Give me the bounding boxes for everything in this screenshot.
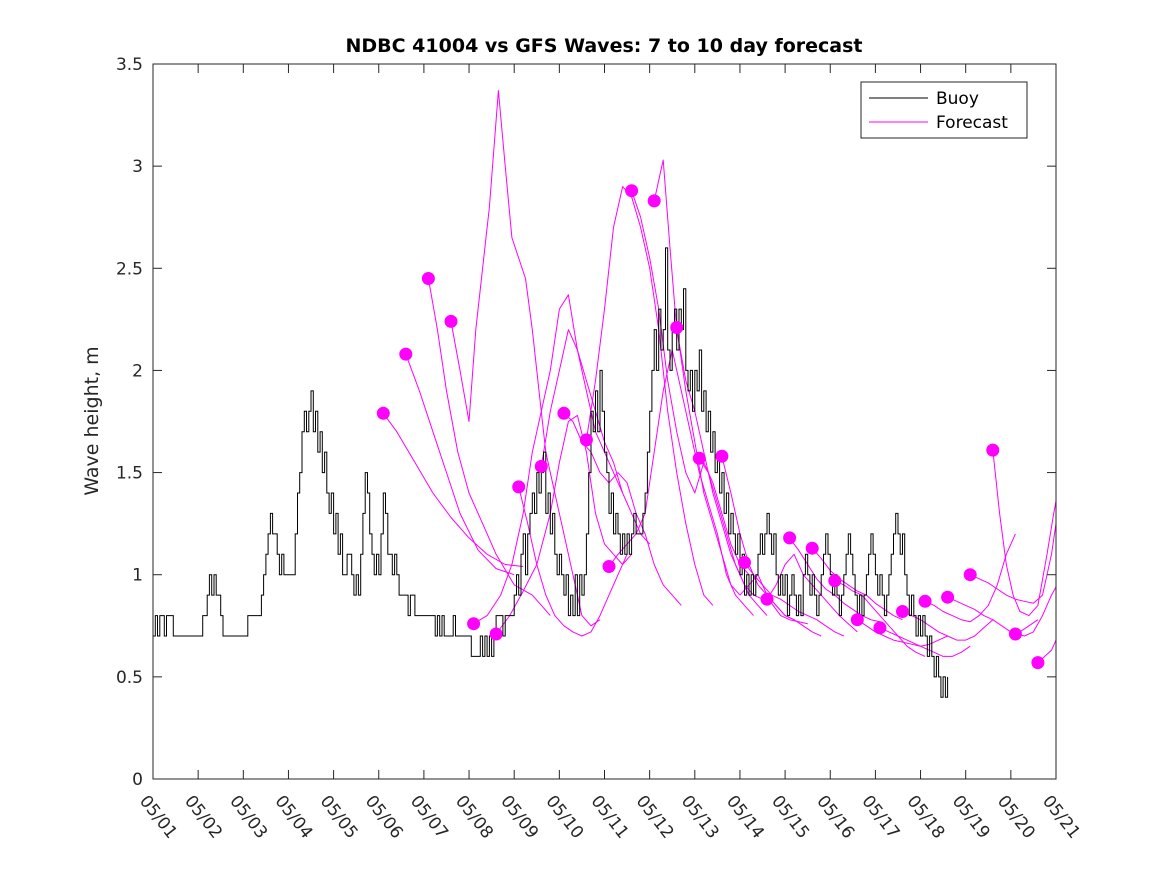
buoy-line [153,247,949,698]
y-tick-label: 2 [132,361,143,381]
forecast-start-point-4 [444,314,458,328]
forecast-line-1 [382,413,524,567]
forecast-start-point-14 [670,321,684,334]
forecast-start-point-22 [850,613,864,627]
y-tick-label: 1.5 [116,464,143,484]
forecast-line-7 [518,486,628,637]
forecast-line-25 [924,533,1016,623]
forecast-start-point-5 [467,617,481,631]
forecast-start-point-21 [828,574,842,588]
forecast-start-point-29 [1008,627,1022,641]
forecast-line-10 [585,186,714,606]
y-tick-label: 0.5 [116,668,143,688]
legend-box [860,81,1028,139]
forecast-line-22 [857,619,948,647]
forecast-start-point-30 [1031,656,1045,670]
forecast-start-point-15 [692,451,706,465]
forecast-line-5 [473,294,624,625]
forecast-start-point-23 [873,621,887,635]
forecast-start-point-1 [376,406,390,420]
forecast-start-point-6 [489,627,503,641]
y-tick-label: 0 [132,770,143,790]
forecast-line-28 [992,450,1057,617]
forecast-line-4 [450,90,601,627]
forecast-start-point-7 [512,480,526,494]
forecast-start-point-26 [941,590,955,604]
forecast-line-20 [811,547,903,621]
forecast-start-point-2 [399,347,413,361]
marker-layer [376,184,1045,670]
forecast-start-point-13 [647,194,661,208]
forecast-start-point-19 [783,531,797,545]
forecast-start-point-20 [805,541,819,555]
forecast-start-point-3 [421,272,435,285]
series-layer [153,90,1057,698]
forecast-start-point-8 [534,459,548,473]
forecast-start-point-17 [738,556,751,569]
forecast-start-point-28 [986,443,1000,457]
y-tick-label: 2.5 [116,259,143,279]
forecast-line-24 [902,611,994,641]
forecast-start-point-18 [760,592,774,606]
chart-title: NDBC 41004 vs GFS Waves: 7 to 10 day for… [345,35,862,57]
legend-forecast-label: Forecast [936,113,1008,133]
forecast-start-point-9 [557,406,571,420]
forecast-line-27 [969,523,1057,604]
forecast-line-2 [405,353,515,576]
forecast-line-12 [631,190,750,576]
forecast-start-point-12 [625,184,639,198]
forecast-start-point-11 [602,560,616,573]
forecast-line-26 [947,596,1039,633]
forecast-line-29 [1015,586,1057,637]
y-tick-label: 3.5 [116,55,143,75]
forecast-start-point-27 [963,568,977,582]
forecast-line-17 [744,562,845,637]
forecast-start-point-10 [579,433,593,447]
forecast-line-6 [495,414,632,635]
forecast-line-21 [834,580,926,657]
y-tick-label: 1 [132,566,143,586]
legend: Buoy Forecast [860,81,1028,139]
legend-buoy-label: Buoy [936,89,979,109]
y-axis: 0 0.5 1 1.5 2 2.5 3 3.5 [116,55,1056,790]
forecast-start-point-25 [918,594,932,608]
y-tick-label: 3 [132,157,143,177]
forecast-start-point-16 [715,449,729,463]
forecast-line-23 [879,627,971,657]
forecast-start-point-24 [896,605,909,618]
y-axis-label: Wave height, m [81,346,103,495]
